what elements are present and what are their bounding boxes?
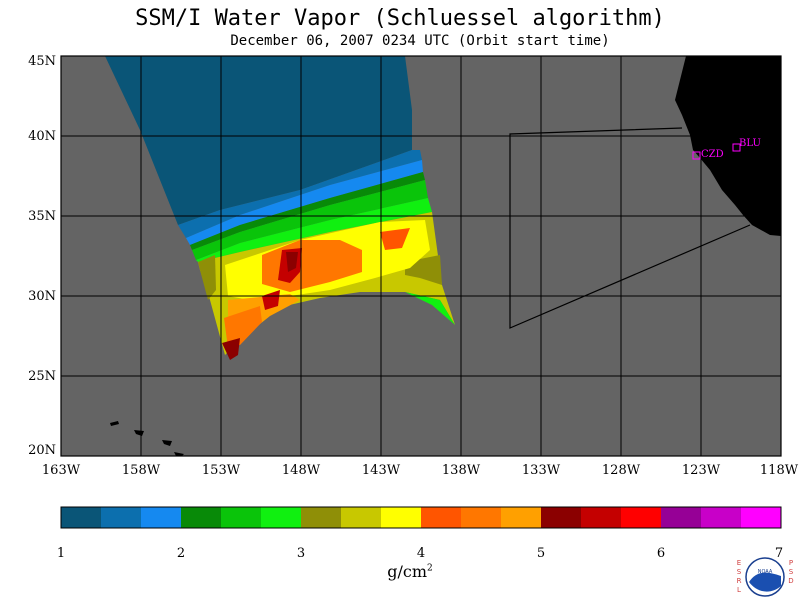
swath-band-19 <box>222 338 240 360</box>
station-marker-czd <box>692 151 701 160</box>
lat-label: 45N <box>28 54 56 69</box>
swath-band-8 <box>198 255 216 300</box>
colorbar-segment <box>181 507 221 528</box>
unit-exponent: 2 <box>427 563 433 574</box>
colorbar-tick-label: 6 <box>657 546 665 561</box>
lon-label: 163W <box>42 463 81 478</box>
swath-band-5 <box>192 180 428 260</box>
latitude-axis: 45N 40N 35N 30N 25N 20N <box>28 54 56 458</box>
map-title: SSM/I Water Vapor (Schluessel algorithm) <box>135 6 665 31</box>
lat-label: 40N <box>28 129 56 144</box>
colorbar-segment <box>261 507 301 528</box>
colorbar-segment <box>341 507 381 528</box>
lat-label: 35N <box>28 209 56 224</box>
colorbar-tick-label: 2 <box>177 546 185 561</box>
lon-label: 148W <box>282 463 321 478</box>
logo-letter: L <box>737 586 741 594</box>
colorbar-tick-label: 5 <box>537 546 545 561</box>
colorbar <box>60 506 782 529</box>
logo-letter: R <box>737 577 742 585</box>
noaa-badge-text: NOAA <box>758 569 773 575</box>
colorbar-segment <box>101 507 141 528</box>
colorbar-segment <box>701 507 741 528</box>
colorbar-segment <box>301 507 341 528</box>
unit-text: g/cm <box>387 562 428 581</box>
map-subtitle: December 06, 2007 0234 UTC (Orbit start … <box>230 33 610 49</box>
swath-band-6 <box>196 198 432 262</box>
graticule <box>61 56 781 456</box>
colorbar-unit: g/cm2 <box>380 562 440 581</box>
lon-label: 158W <box>122 463 161 478</box>
lon-label: 153W <box>202 463 241 478</box>
swath-band-17 <box>262 290 280 310</box>
lat-label: 20N <box>28 443 56 458</box>
lon-label: 143W <box>362 463 401 478</box>
logo-letter: S <box>789 568 794 576</box>
colorbar-tick-label: 4 <box>417 546 425 561</box>
colorbar-segment <box>541 507 581 528</box>
swath <box>105 56 455 360</box>
swath-band-3 <box>186 160 423 245</box>
colorbar-segment <box>581 507 621 528</box>
region-outline <box>509 127 751 329</box>
swath-band-14 <box>224 306 262 348</box>
logo-letter: S <box>737 568 742 576</box>
colorbar-tick-label: 7 <box>775 546 783 561</box>
station-markers: CZD BLU <box>692 138 761 160</box>
colorbar-segment <box>461 507 501 528</box>
swath-band-18 <box>286 252 298 272</box>
station-label-czd: CZD <box>701 149 724 160</box>
logo-letter: E <box>737 559 741 567</box>
colorbar-tick-label: 3 <box>297 546 305 561</box>
swath-band-1 <box>105 56 412 225</box>
lon-label: 128W <box>602 463 641 478</box>
colorbar-segment <box>141 507 181 528</box>
station-marker-blu <box>732 143 741 152</box>
map-frame <box>60 55 782 457</box>
hawaii-islands <box>110 421 184 456</box>
swath-band-15 <box>380 228 410 250</box>
logo-letter: D <box>788 577 793 585</box>
colorbar-segment <box>661 507 701 528</box>
station-label-blu: BLU <box>739 138 761 149</box>
lon-label: 123W <box>682 463 721 478</box>
longitude-axis: 163W 158W 153W 148W 143W 138W 133W 128W … <box>42 463 799 478</box>
colorbar-tick-label: 1 <box>57 546 65 561</box>
colorbar-segment <box>621 507 661 528</box>
lon-label: 133W <box>522 463 561 478</box>
lat-label: 30N <box>28 289 56 304</box>
colorbar-segment <box>501 507 541 528</box>
colorbar-segment <box>741 507 781 528</box>
lat-label: 25N <box>28 369 56 384</box>
colorbar-segment <box>221 507 261 528</box>
colorbar-frame <box>60 506 782 529</box>
swath-band-4 <box>190 172 425 250</box>
lon-label: 118W <box>760 463 799 478</box>
colorbar-segment <box>421 507 461 528</box>
colorbar-ticks: 1 2 3 4 5 6 7 <box>57 546 783 561</box>
swath-band-11 <box>405 292 455 325</box>
colorbar-segment <box>381 507 421 528</box>
colorbar-segment <box>61 507 101 528</box>
esrl-psd-logo: E S R L P S D NOAA <box>737 557 794 597</box>
lon-label: 138W <box>442 463 481 478</box>
swath-band-2 <box>178 150 422 238</box>
logo-letter: P <box>789 559 793 567</box>
